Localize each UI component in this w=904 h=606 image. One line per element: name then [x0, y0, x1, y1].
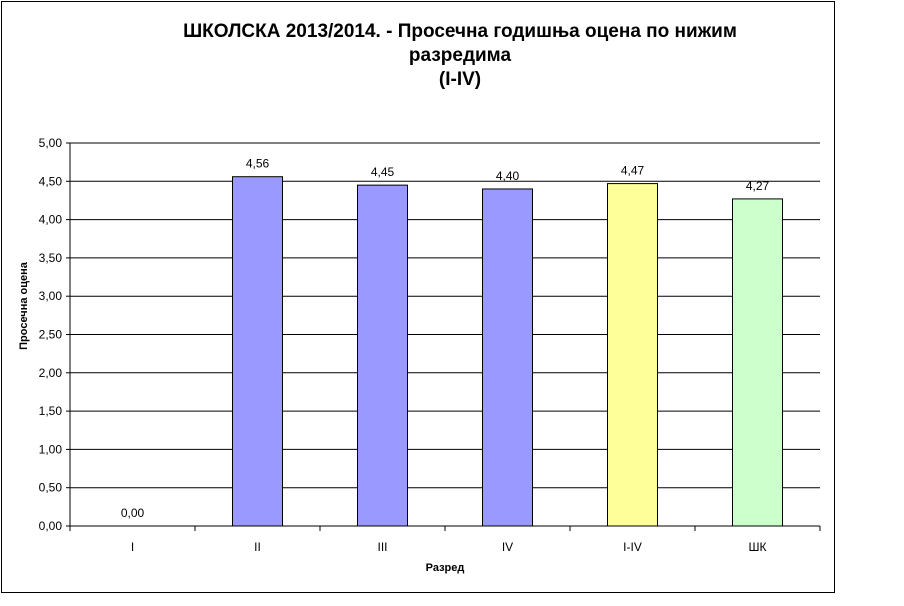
bars: [232, 176, 783, 527]
y-tick-label: 1,00: [39, 442, 63, 456]
bar: [607, 183, 658, 527]
y-tick-label: 4,50: [39, 174, 63, 188]
y-tick-label: 4,00: [39, 213, 63, 227]
y-tick-label: 1,50: [39, 404, 63, 418]
chart-area: [1, 1, 835, 593]
y-tick-label: 2,00: [39, 366, 63, 380]
y-tick-label: 3,00: [39, 289, 63, 303]
labels: 0,00 0,50 1,00 1,50 2,00 2,50 3,00 3,50 4,00 4,50…: [39, 136, 770, 554]
chart-title-line-2: разредима: [408, 45, 512, 66]
axes: [66, 142, 821, 531]
x-tick-label: I-IV: [623, 540, 642, 554]
y-tick-label: 3,50: [39, 251, 63, 265]
bar: [482, 188, 533, 527]
chart-title-line-1: ШКОЛСКА 2013/2014. - Просечна годишња оц…: [183, 21, 737, 42]
data-label: 4,56: [246, 157, 270, 171]
x-axis-title: Разред: [426, 562, 465, 574]
y-tick-label: 5,00: [39, 136, 63, 150]
x-tick-label: II: [254, 540, 261, 554]
data-label: 0,00: [121, 506, 145, 520]
x-tick-label: I: [131, 540, 134, 554]
bar: [357, 184, 408, 527]
chart-title: ШКОЛСКА 2013/2014. - Просечна годишња оц…: [0, 20, 904, 92]
gridlines: [70, 142, 820, 527]
y-tick-label: 0,00: [39, 519, 63, 533]
x-tick-label: ШК: [749, 540, 767, 554]
bar: [732, 198, 783, 527]
data-label: 4,27: [746, 179, 770, 193]
x-tick-label: IV: [502, 540, 513, 554]
data-label: 4,40: [496, 169, 520, 183]
bar: [232, 176, 283, 527]
data-label: 4,45: [371, 165, 395, 179]
data-label: 4,47: [621, 164, 645, 178]
y-tick-label: 2,50: [39, 328, 63, 342]
y-axis-title: Просечна оцена: [18, 261, 30, 350]
chart-title-line-3: (I-IV): [438, 69, 482, 90]
y-tick-label: 0,50: [39, 481, 63, 495]
x-tick-label: III: [377, 540, 387, 554]
